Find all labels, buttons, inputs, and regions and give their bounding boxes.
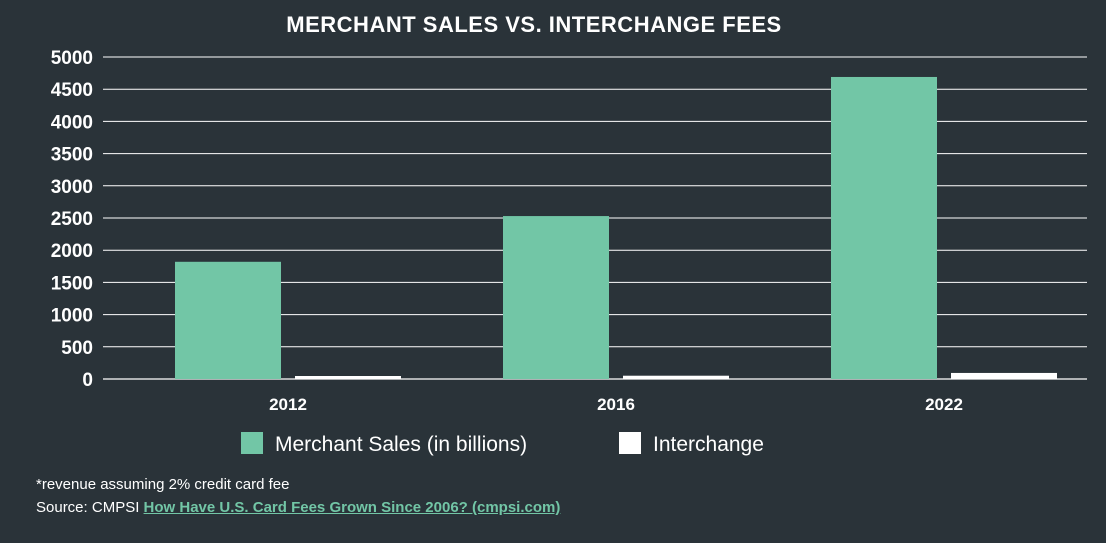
legend-label: Merchant Sales (in billions): [275, 433, 527, 456]
x-tick-label: 2012: [269, 395, 307, 414]
chart-title: MERCHANT SALES VS. INTERCHANGE FEES: [286, 12, 781, 37]
y-tick-label: 4500: [51, 80, 93, 101]
bar-merchant-2016: [503, 216, 609, 379]
y-tick-label: 5000: [51, 48, 93, 69]
y-tick-label: 0: [82, 370, 93, 391]
y-tick-label: 3500: [51, 145, 93, 166]
bar-interchange-2016: [623, 375, 729, 379]
legend-label: Interchange: [653, 433, 764, 456]
bars: [175, 76, 1057, 380]
footnote: *revenue assuming 2% credit card fee: [36, 476, 290, 493]
legend: Merchant Sales (in billions) Interchange: [241, 432, 764, 456]
y-tick-label: 1000: [51, 306, 93, 327]
bar-interchange-2012: [295, 376, 401, 379]
bar-interchange-2022: [951, 372, 1057, 379]
bar-merchant-2022: [831, 76, 937, 380]
y-tick-label: 2500: [51, 209, 93, 230]
y-axis-ticks: 0 500 1000 1500 2000 2500 3000 3500 4000 4500 5000: [51, 48, 93, 391]
source-prefix: Source: CMPSI: [36, 499, 144, 516]
legend-swatch: [619, 432, 641, 454]
source-line: Source: CMPSI How Have U.S. Card Fees Gr…: [36, 499, 560, 516]
y-tick-label: 500: [61, 338, 93, 359]
y-tick-label: 2000: [51, 241, 93, 262]
x-axis-ticks: 2012 2016 2022: [269, 395, 963, 414]
x-tick-label: 2016: [597, 395, 635, 414]
y-tick-label: 1500: [51, 273, 93, 294]
x-tick-label: 2022: [925, 395, 963, 414]
y-tick-label: 3000: [51, 177, 93, 198]
bar-merchant-2012: [175, 261, 281, 379]
legend-swatch: [241, 432, 263, 454]
y-tick-label: 4000: [51, 112, 93, 133]
source-link[interactable]: How Have U.S. Card Fees Grown Since 2006…: [143, 499, 561, 516]
